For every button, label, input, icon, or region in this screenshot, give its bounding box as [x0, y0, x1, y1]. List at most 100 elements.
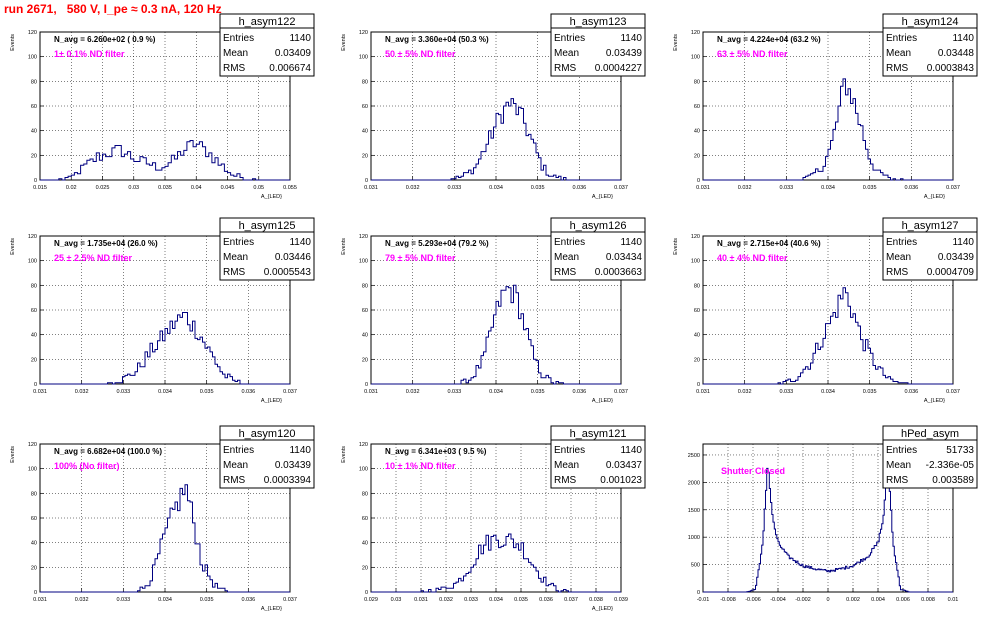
n-avg-label: N_avg = 6.682e+04 (100.0 %) [54, 447, 162, 456]
y-tick-label: 120 [28, 30, 37, 36]
x-tick-label: 0.05 [253, 185, 264, 191]
stats-rms-label: RMS [886, 63, 909, 74]
filter-label: 10 ± 1% ND filter [385, 461, 456, 471]
y-tick-label: 80 [362, 491, 368, 497]
stats-mean-value: 0.03434 [606, 252, 643, 263]
stats-title: h_asym124 [902, 16, 959, 28]
stats-mean-label: Mean [554, 48, 579, 59]
stats-mean-label: Mean [886, 252, 911, 263]
stats-box [550, 217, 646, 281]
x-tick-label: -0.004 [770, 597, 786, 603]
y-tick-label: 60 [694, 308, 700, 314]
y-tick-label: 0 [697, 178, 700, 184]
y-tick-label: 20 [362, 357, 368, 363]
stats-mean-value: 0.03439 [606, 48, 643, 59]
stats-title: h_asym127 [902, 220, 959, 232]
y-tick-label: 40 [694, 129, 700, 135]
x-tick-label: 0.031 [364, 389, 378, 395]
stats-entries-value: 1140 [620, 445, 642, 456]
y-tick-label: 80 [694, 283, 700, 289]
y-axis-label: Events [673, 34, 679, 51]
x-tick-label: 0.037 [614, 389, 628, 395]
x-tick-label: 0.031 [364, 185, 378, 191]
y-tick-label: 100 [28, 55, 37, 61]
y-axis-label: Events [341, 238, 347, 255]
y-tick-label: 120 [28, 442, 37, 448]
stats-entries-label: Entries [223, 237, 254, 248]
x-tick-label: 0.035 [158, 185, 172, 191]
y-tick-label: 1000 [688, 535, 700, 541]
y-tick-label: 0 [365, 178, 368, 184]
stats-entries-value: 1140 [952, 33, 974, 44]
y-tick-label: 0 [697, 382, 700, 388]
y-tick-label: 100 [691, 55, 700, 61]
y-axis-label: Events [673, 238, 679, 255]
y-tick-label: 80 [362, 283, 368, 289]
n-avg-label: N_avg = 3.360e+04 (50.3 %) [385, 35, 489, 44]
x-tick-label: 0.033 [447, 185, 461, 191]
stats-rms-value: 0.0003663 [595, 267, 643, 278]
stats-rms-label: RMS [554, 63, 577, 74]
y-tick-label: 80 [362, 79, 368, 85]
x-tick-label: 0.034 [489, 389, 503, 395]
y-tick-label: 2000 [688, 480, 700, 486]
y-tick-label: 1500 [688, 508, 700, 514]
stats-rms-label: RMS [223, 267, 246, 278]
y-tick-label: 20 [31, 565, 37, 571]
x-tick-label: 0.031 [414, 597, 428, 603]
y-tick-label: 120 [359, 30, 368, 36]
histogram-panel-h_asym120: 0.031 0.032 0.033 0.034 0.035 0.036 0.037 0 20 40… [10, 425, 315, 612]
y-tick-label: 40 [694, 333, 700, 339]
stats-entries-value: 51733 [946, 445, 974, 456]
histogram-panel-hPed_asym: -0.01 -0.008 -0.006 -0.004 -0.002 0 0.002 0.004… [688, 425, 978, 603]
y-tick-label: 100 [359, 467, 368, 473]
histogram-series [40, 484, 290, 593]
x-tick-label: 0 [826, 597, 829, 603]
n-avg-label: N_avg = 4.224e+04 (63.2 %) [717, 35, 821, 44]
histogram-panel-h_asym124: 0.031 0.032 0.033 0.034 0.035 0.036 0.037 0 20 40… [673, 13, 978, 200]
n-avg-label: N_avg = 1.735e+04 (26.0 %) [54, 239, 158, 248]
y-tick-label: 120 [28, 234, 37, 240]
x-tick-label: 0.034 [821, 185, 835, 191]
n-avg-label: N_avg = 5.293e+04 (79.2 %) [385, 239, 489, 248]
histogram-series [703, 287, 953, 385]
stats-box [219, 425, 315, 489]
x-tick-label: 0.034 [489, 185, 503, 191]
y-tick-label: 2500 [688, 453, 700, 459]
x-tick-label: 0.037 [946, 185, 960, 191]
y-tick-label: 20 [694, 153, 700, 159]
y-tick-label: 60 [694, 104, 700, 110]
y-tick-label: 0 [365, 590, 368, 596]
histogram-series [40, 140, 290, 181]
page-title: run 2671, 580 V, I_pe ≈ 0.3 nA, 120 Hz [4, 2, 222, 16]
x-tick-label: 0.039 [614, 597, 628, 603]
stats-entries-value: 1140 [289, 33, 311, 44]
histogram-panel-h_asym123: 0.031 0.032 0.033 0.034 0.035 0.036 0.037 0 20 40… [341, 13, 646, 200]
y-tick-label: 60 [31, 308, 37, 314]
histogram-series [703, 78, 953, 181]
y-tick-label: 100 [359, 55, 368, 61]
y-tick-label: 0 [34, 178, 37, 184]
stats-rms-value: 0.001023 [600, 475, 642, 486]
stats-rms-label: RMS [554, 267, 577, 278]
stats-mean-label: Mean [223, 252, 248, 263]
stats-entries-label: Entries [223, 33, 254, 44]
x-tick-label: 0.037 [564, 597, 578, 603]
x-tick-label: 0.033 [779, 185, 793, 191]
stats-entries-value: 1140 [620, 33, 642, 44]
y-tick-label: 0 [34, 590, 37, 596]
x-axis-label: A_{LED} [924, 194, 945, 200]
y-tick-label: 120 [359, 234, 368, 240]
stats-entries-label: Entries [886, 33, 917, 44]
x-tick-label: 0.033 [464, 597, 478, 603]
y-tick-label: 40 [31, 333, 37, 339]
x-tick-label: 0.033 [447, 389, 461, 395]
x-tick-label: 0.032 [738, 185, 752, 191]
y-tick-label: 60 [362, 516, 368, 522]
stats-entries-label: Entries [554, 33, 585, 44]
y-tick-label: 80 [31, 283, 37, 289]
stats-title: hPed_asym [901, 428, 959, 440]
stats-mean-label: Mean [554, 460, 579, 471]
x-tick-label: 0.035 [200, 597, 214, 603]
stats-mean-value: 0.03446 [275, 252, 312, 263]
